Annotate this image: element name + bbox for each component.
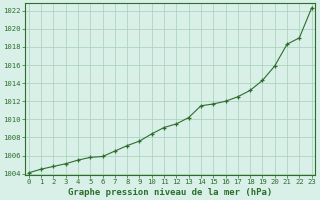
X-axis label: Graphe pression niveau de la mer (hPa): Graphe pression niveau de la mer (hPa) bbox=[68, 188, 272, 197]
